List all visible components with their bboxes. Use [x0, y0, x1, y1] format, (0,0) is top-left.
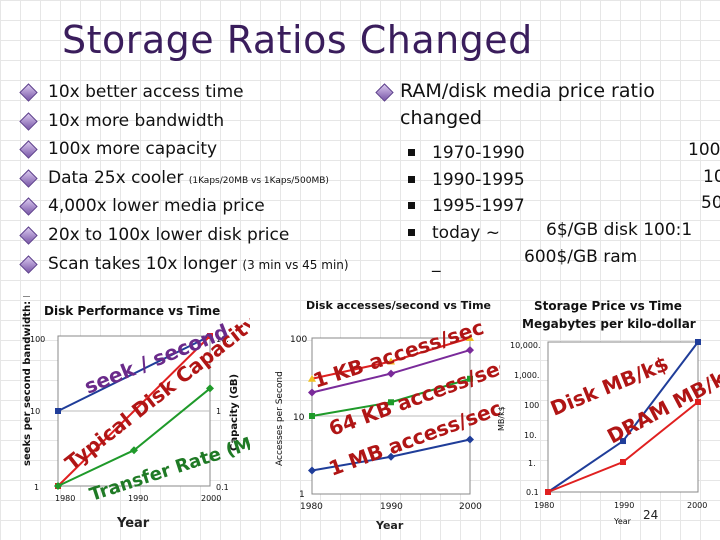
y2-axis-label: Capacity (GB) [229, 374, 240, 451]
data-point [206, 384, 214, 393]
diamond-bullet-icon [19, 169, 38, 188]
series-line [57, 335, 211, 412]
diamond-bullet-icon [19, 111, 38, 131]
y2-tick: 1 [216, 407, 221, 416]
x-tick: 1980 [534, 501, 554, 510]
ratio-value: 100 [688, 140, 720, 160]
y-axis-label: MB/k$ [497, 406, 506, 431]
y-tick: 1,000. [514, 371, 539, 380]
y-tick: 10 [30, 407, 40, 416]
x-tick: 1990 [380, 502, 403, 512]
data-point [466, 346, 474, 355]
y-tick: 100 [524, 401, 539, 410]
bullet-item: 10x more bandwidth [19, 107, 349, 136]
y-tick: 100 [290, 335, 307, 345]
data-point [388, 399, 394, 406]
chart-title-line1: Storage Price vs Time [534, 299, 682, 313]
data-point [695, 399, 701, 405]
data-point [545, 489, 551, 495]
ratio-list: 1970-1990 1990-1995 1995-1997 today ~ [408, 140, 525, 246]
diamond-bullet-icon [19, 254, 38, 274]
data-point [54, 482, 62, 490]
data-point [387, 369, 395, 378]
page-title: Storage Ratios Changed [62, 18, 533, 62]
diamond-bullet-icon [19, 83, 38, 102]
data-point [308, 466, 316, 475]
y-tick: 10. [524, 431, 537, 440]
data-point [467, 375, 473, 382]
ratio-value: 50 [701, 193, 720, 213]
x-tick: 1990 [128, 494, 148, 503]
x-tick: 1980 [300, 502, 323, 512]
data-point [466, 435, 474, 444]
chart-title: Disk accesses/second vs Time [306, 299, 491, 312]
data-point [207, 333, 213, 339]
data-point [308, 388, 316, 397]
y-tick: 1 [34, 483, 39, 492]
y-tick: 1. [528, 459, 536, 468]
bullet-note: (1Kaps/20MB vs 1Kaps/500MB) [188, 175, 329, 186]
data-point [466, 334, 474, 341]
x-axis-label: Year [116, 516, 150, 531]
y-axis-label: seeks per second bandwidth: MB/s [22, 296, 33, 466]
y2-tick: 10. [216, 335, 229, 344]
chart-disk-performance: Disk Performance vs Time 100 10 1 10. 1 … [22, 296, 250, 531]
bullet-item: 4,000x lower media price [19, 192, 349, 221]
data-point [620, 438, 626, 445]
diamond-bullet-icon [19, 197, 38, 217]
ratio-value: 10 [703, 167, 720, 187]
square-bullet-icon [408, 149, 415, 156]
y-axis-label: Accesses per Second [275, 371, 285, 466]
x-axis-label: Year [375, 519, 404, 532]
bullet-item: 100x more capacity [19, 135, 349, 164]
ratio-heading: RAM/disk media price ratio changed [375, 78, 655, 132]
bullet-item: 20x to 100x lower disk price [19, 221, 349, 250]
ratio-value: 6$/GB disk 100:1 [546, 220, 693, 240]
x-tick: 2000 [687, 501, 707, 510]
data-point [308, 374, 316, 382]
x-tick: 1990 [614, 501, 634, 510]
square-bullet-icon [408, 175, 415, 183]
ratio-row: 1995-1997 [408, 193, 525, 220]
x-axis-label: Year [613, 517, 632, 526]
data-point [387, 452, 395, 461]
y-tick: 10 [293, 413, 305, 423]
y2-tick: 0.1 [216, 483, 229, 492]
bullet-list: 10x better access time 10x more bandwidt… [19, 78, 349, 279]
x-tick: 1980 [55, 494, 75, 503]
data-point [130, 446, 138, 455]
y-tick: 1 [299, 490, 305, 500]
bullet-item: Scan takes 10x longer (3 min vs 45 min) [19, 250, 349, 279]
data-point [695, 339, 701, 345]
ratio-row: 1990-1995 [408, 167, 525, 194]
square-bullet-icon [408, 202, 415, 209]
data-point [55, 408, 61, 414]
ratio-dash: _ [432, 253, 441, 273]
y-tick: 10,000. [510, 341, 541, 350]
ratio-ram-line: 600$/GB ram [524, 247, 638, 267]
bullet-item: 10x better access time [19, 78, 349, 107]
data-point [309, 413, 315, 419]
data-point [620, 459, 626, 465]
ratio-row: today ~ [408, 220, 525, 247]
chart-storage-price: Storage Price vs Time Megabytes per kilo… [497, 299, 720, 526]
diamond-bullet-icon [19, 226, 38, 245]
x-tick: 2000 [201, 494, 221, 503]
diamond-bullet-icon [19, 140, 38, 159]
y-tick: 0.1 [526, 488, 539, 497]
series-line [57, 335, 211, 487]
y-tick: 100 [30, 335, 45, 344]
plot-area [547, 341, 699, 493]
bullet-note: (3 min vs 45 min) [242, 257, 349, 272]
chart-disk-accesses: Disk accesses/second vs Time 100 10 1 19… [275, 299, 500, 532]
square-bullet-icon [408, 228, 415, 236]
x-tick: 2000 [459, 502, 482, 512]
bullet-item: Data 25x cooler (1Kaps/20MB vs 1Kaps/500… [19, 164, 349, 193]
data-point [387, 357, 395, 365]
ratio-row: 1970-1990 [408, 140, 525, 167]
chart-title-line2: Megabytes per kilo-dollar [522, 317, 696, 331]
page-number: 24 [643, 508, 659, 522]
chart-title: Disk Performance vs Time [44, 304, 220, 318]
